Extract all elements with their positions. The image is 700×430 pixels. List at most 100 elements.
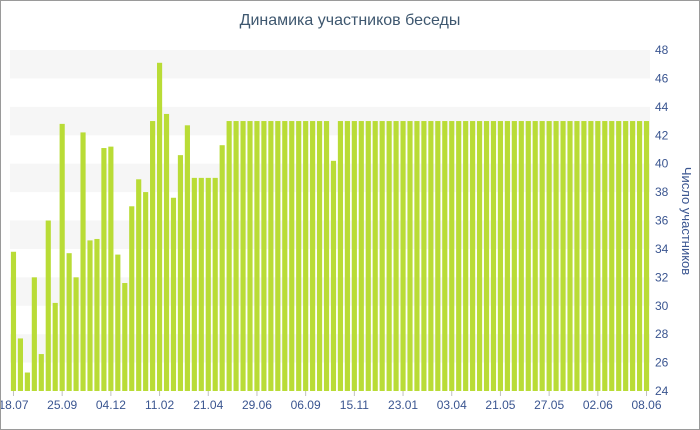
bar[interactable]: [616, 121, 622, 391]
bar[interactable]: [316, 121, 323, 391]
bar[interactable]: [177, 155, 184, 391]
bar[interactable]: [289, 121, 295, 391]
y-tick-label: 46: [655, 71, 669, 85]
bar[interactable]: [205, 177, 211, 392]
bar[interactable]: [623, 121, 629, 391]
bar[interactable]: [595, 121, 601, 391]
bar[interactable]: [428, 121, 434, 391]
bar[interactable]: [296, 121, 302, 391]
bar[interactable]: [108, 146, 114, 391]
bar[interactable]: [212, 177, 218, 392]
bar[interactable]: [59, 123, 65, 391]
bar[interactable]: [393, 121, 399, 391]
x-tick-label: 03.04: [437, 398, 467, 412]
bar[interactable]: [45, 220, 51, 392]
bar[interactable]: [643, 121, 650, 391]
bar[interactable]: [10, 251, 17, 391]
bar[interactable]: [275, 121, 281, 391]
bar[interactable]: [24, 372, 30, 391]
bar[interactable]: [421, 121, 427, 391]
bar[interactable]: [184, 125, 190, 392]
bar[interactable]: [442, 121, 448, 391]
bar[interactable]: [379, 121, 385, 391]
bar[interactable]: [337, 121, 344, 391]
bar[interactable]: [574, 121, 580, 391]
x-axis-ticks: 18.07 25.09 04.12 11.02 21.04 29.06 06.09 15.11…: [1, 391, 662, 412]
bar[interactable]: [310, 121, 316, 391]
bar[interactable]: [358, 121, 364, 391]
bar[interactable]: [567, 121, 573, 391]
bar[interactable]: [233, 121, 239, 391]
bar[interactable]: [38, 354, 44, 391]
bar[interactable]: [226, 121, 232, 391]
bar[interactable]: [407, 121, 413, 391]
bar[interactable]: [344, 121, 350, 391]
bar[interactable]: [630, 121, 636, 391]
bar[interactable]: [122, 283, 128, 391]
bar[interactable]: [636, 121, 643, 391]
bar[interactable]: [581, 121, 587, 391]
bar[interactable]: [532, 121, 538, 391]
bar[interactable]: [303, 121, 309, 391]
bar[interactable]: [247, 121, 253, 391]
bar-series: [10, 62, 650, 392]
bar[interactable]: [87, 240, 93, 391]
bar[interactable]: [414, 121, 420, 391]
bar[interactable]: [73, 277, 79, 391]
bar[interactable]: [115, 254, 121, 391]
bar[interactable]: [101, 148, 107, 391]
bar[interactable]: [268, 121, 274, 391]
bar[interactable]: [240, 121, 246, 391]
bar[interactable]: [129, 206, 135, 391]
bar[interactable]: [539, 121, 545, 391]
bar[interactable]: [323, 121, 330, 391]
bar[interactable]: [497, 121, 504, 391]
bar[interactable]: [261, 121, 267, 391]
bar[interactable]: [525, 121, 531, 391]
bar[interactable]: [282, 121, 288, 391]
bar[interactable]: [365, 121, 371, 391]
bar[interactable]: [80, 132, 86, 391]
bar[interactable]: [504, 121, 510, 391]
bar[interactable]: [17, 338, 24, 391]
bar[interactable]: [490, 121, 497, 391]
bar[interactable]: [511, 121, 517, 391]
y-tick-label: 32: [655, 270, 669, 284]
bar[interactable]: [170, 197, 177, 391]
bar[interactable]: [386, 121, 392, 391]
bar[interactable]: [66, 253, 72, 391]
bar[interactable]: [31, 277, 37, 391]
bar[interactable]: [52, 302, 58, 391]
bar[interactable]: [254, 121, 260, 391]
bar[interactable]: [518, 121, 524, 391]
bar[interactable]: [94, 238, 100, 391]
bar[interactable]: [400, 121, 406, 391]
bar[interactable]: [588, 121, 594, 391]
bar[interactable]: [163, 113, 170, 391]
bar[interactable]: [136, 179, 142, 391]
bar[interactable]: [156, 62, 163, 391]
bar[interactable]: [219, 145, 225, 391]
bar[interactable]: [330, 160, 337, 391]
bar[interactable]: [456, 121, 462, 391]
bar[interactable]: [191, 177, 197, 392]
bar[interactable]: [553, 121, 559, 391]
bar[interactable]: [435, 121, 441, 391]
bar[interactable]: [602, 121, 608, 391]
bar[interactable]: [351, 121, 357, 391]
bar[interactable]: [198, 177, 204, 392]
bar[interactable]: [470, 121, 476, 391]
bar[interactable]: [449, 121, 455, 391]
bar[interactable]: [372, 121, 378, 391]
bar[interactable]: [483, 121, 490, 391]
bar[interactable]: [546, 121, 552, 391]
bar[interactable]: [609, 121, 615, 391]
bar[interactable]: [150, 121, 156, 391]
bar[interactable]: [560, 121, 566, 391]
bar[interactable]: [476, 121, 483, 391]
bar[interactable]: [143, 192, 149, 391]
bar[interactable]: [463, 121, 469, 391]
y-tick-label: 24: [655, 384, 669, 398]
chart-title: Динамика участников беседы: [239, 12, 461, 29]
